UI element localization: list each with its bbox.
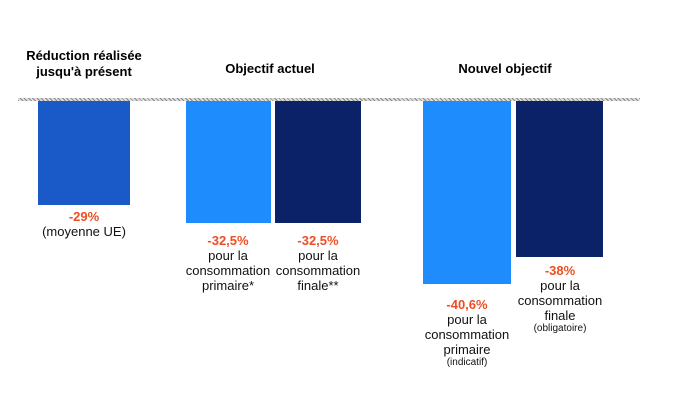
label-nouvel-objectif-finale: -38% pour la consommation finale (obliga… xyxy=(495,263,625,335)
group-header-line2: jusqu'à présent xyxy=(36,64,132,79)
label-objectif-actuel-primaire: -32,5% pour la consommation primaire* xyxy=(163,233,293,293)
label-reduction-realisee: -29% (moyenne UE) xyxy=(19,209,149,239)
label-line: primaire xyxy=(443,342,491,357)
zero-baseline xyxy=(18,98,640,101)
value-label: -32,5% xyxy=(297,233,339,248)
label-line: pour la xyxy=(447,312,487,327)
bar-nouvel-objectif-finale xyxy=(516,101,603,257)
bar-objectif-actuel-finale xyxy=(275,101,361,223)
group-header-objectif-actuel: Objectif actuel xyxy=(185,61,355,77)
bar-nouvel-objectif-primaire xyxy=(423,101,511,284)
group-header-reduction-realisee: Réduction réalisée jusqu'à présent xyxy=(0,48,169,80)
label-line: consommation xyxy=(424,327,510,342)
label-line: consommation xyxy=(185,263,271,278)
group-header-line1: Objectif actuel xyxy=(225,61,315,76)
group-header-line1: Nouvel objectif xyxy=(458,61,552,76)
bar-reduction-realisee xyxy=(38,101,130,205)
label-line: pour la xyxy=(298,248,338,263)
label-line: (moyenne UE) xyxy=(42,224,126,239)
label-line: pour la xyxy=(208,248,248,263)
value-label: -32,5% xyxy=(207,233,249,248)
label-note: (obligatoire) xyxy=(533,323,587,334)
label-nouvel-objectif-primaire: -40,6% pour la consommation primaire (in… xyxy=(402,297,532,369)
group-header-nouvel-objectif: Nouvel objectif xyxy=(420,61,590,77)
label-line: consommation xyxy=(275,263,361,278)
label-line: primaire* xyxy=(201,278,254,293)
value-label: -38% xyxy=(544,263,576,278)
label-note: (indicatif) xyxy=(446,357,488,368)
value-label: -29% xyxy=(68,209,100,224)
label-line: finale** xyxy=(297,278,339,293)
label-line: pour la xyxy=(540,278,580,293)
value-label: -40,6% xyxy=(446,297,488,312)
bar-objectif-actuel-primaire xyxy=(186,101,271,223)
label-objectif-actuel-finale: -32,5% pour la consommation finale** xyxy=(253,233,383,293)
label-line: finale xyxy=(544,308,576,323)
group-header-line1: Réduction réalisée xyxy=(26,48,142,63)
label-line: consommation xyxy=(517,293,603,308)
